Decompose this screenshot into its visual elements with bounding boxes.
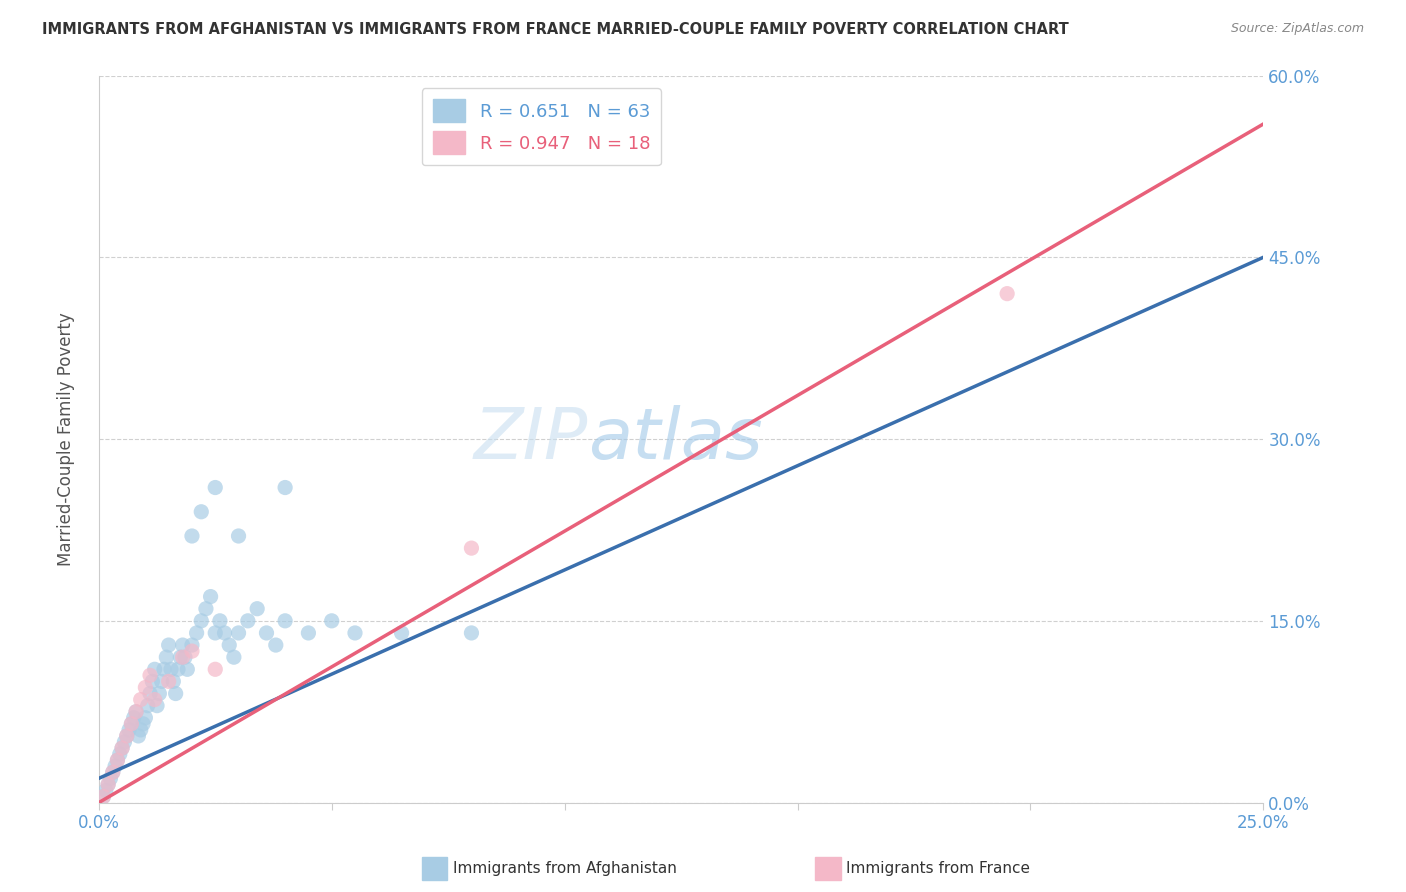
Point [165,687,187,701]
Point [120,716,142,731]
Point [228,626,250,640]
Point [190,614,212,628]
Point [150,674,173,689]
Point [139,687,162,701]
Point [153,662,176,676]
Point [172,638,194,652]
Point [93,789,115,804]
Point [174,650,197,665]
Point [107,753,129,767]
Point [460,626,482,640]
Point [264,638,287,652]
Point [134,711,156,725]
Point [104,759,127,773]
Point [391,626,413,640]
Point [190,505,212,519]
Point [200,590,222,604]
Point [172,650,194,665]
Point [274,614,297,628]
Point [134,681,156,695]
Text: atlas: atlas [588,405,762,474]
Point [228,529,250,543]
Y-axis label: Married-Couple Family Poverty: Married-Couple Family Poverty [58,312,75,566]
Point [160,662,183,676]
Point [218,638,240,652]
Point [112,735,135,749]
Point [122,711,145,725]
Point [176,662,198,676]
Point [125,705,148,719]
Point [118,723,141,737]
Point [256,626,278,640]
Point [204,481,226,495]
Point [93,789,115,804]
Point [297,626,319,640]
Point [120,716,142,731]
Point [167,662,190,676]
Point [204,626,226,640]
Point [246,601,269,615]
Text: Immigrants from Afghanistan: Immigrants from Afghanistan [453,862,676,876]
Text: IMMIGRANTS FROM AFGHANISTAN VS IMMIGRANTS FROM FRANCE MARRIED-COUPLE FAMILY POVE: IMMIGRANTS FROM AFGHANISTAN VS IMMIGRANT… [42,22,1069,37]
Point [111,741,134,756]
Point [141,674,163,689]
Point [321,614,343,628]
Point [204,662,226,676]
Text: Source: ZipAtlas.com: Source: ZipAtlas.com [1230,22,1364,36]
Point [108,747,131,761]
Point [181,529,204,543]
Point [127,729,149,743]
Point [157,674,180,689]
Point [343,626,366,640]
Point [236,614,259,628]
Legend: R = 0.651   N = 63, R = 0.947   N = 18: R = 0.651 N = 63, R = 0.947 N = 18 [422,88,661,165]
Text: Immigrants from France: Immigrants from France [846,862,1031,876]
Point [107,753,129,767]
Point [208,614,231,628]
Point [97,777,120,791]
Point [157,638,180,652]
Point [222,650,245,665]
Point [995,286,1018,301]
Point [143,692,166,706]
Point [139,668,162,682]
Point [186,626,208,640]
Point [115,729,138,743]
Point [100,772,122,786]
Point [143,662,166,676]
Point [129,692,152,706]
Point [169,650,191,665]
Point [94,783,117,797]
Point [111,741,134,756]
Point [125,705,148,719]
Point [136,698,159,713]
Point [132,716,155,731]
Point [101,765,124,780]
Point [101,765,124,780]
Point [146,698,169,713]
Point [194,601,217,615]
Point [115,729,138,743]
Point [129,723,152,737]
Point [148,687,170,701]
Point [274,481,297,495]
Point [181,644,204,658]
Text: ZIP: ZIP [474,405,588,474]
Point [460,541,482,555]
Point [162,674,184,689]
Point [181,638,204,652]
Point [214,626,236,640]
Point [97,777,120,791]
Point [155,650,177,665]
